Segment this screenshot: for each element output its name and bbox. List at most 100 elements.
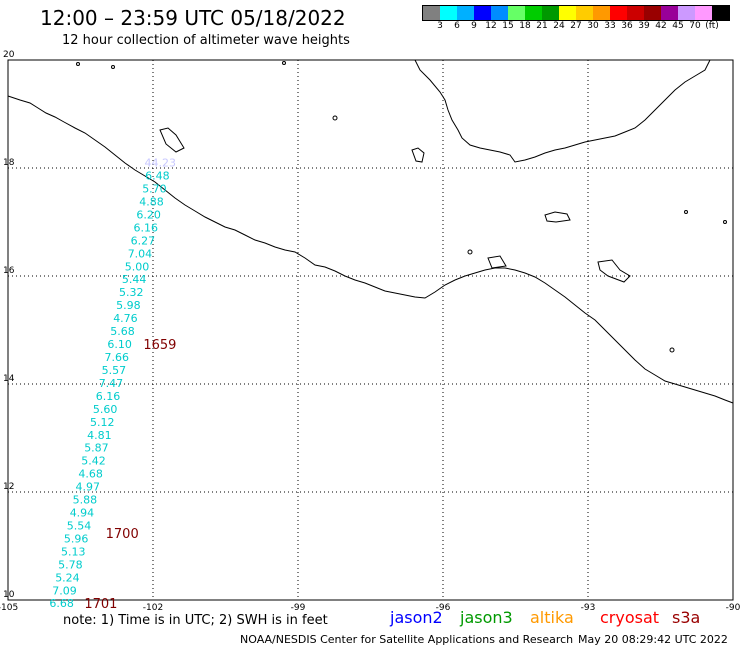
legend-jason3: jason3: [460, 608, 513, 627]
footer-note: note: 1) Time is in UTC; 2) SWH is in fe…: [63, 613, 328, 628]
wave-height-value: 5.44: [122, 273, 147, 286]
island-5: [159, 127, 185, 153]
color-scale-label: (ft): [705, 21, 719, 31]
legend-altika: altika: [530, 608, 574, 627]
islet-4: [76, 62, 80, 66]
color-swatch: [457, 6, 474, 20]
wave-height-value: 6.27: [131, 234, 156, 247]
lat-tick-label: 10: [3, 590, 15, 600]
map-title: 12:00 – 23:59 UTC 05/18/2022: [40, 6, 346, 30]
islet-7: [684, 210, 688, 214]
color-swatch: [712, 6, 729, 20]
color-scale-label: 39: [638, 21, 650, 31]
lon-tick-label: -105: [0, 603, 18, 613]
color-scale-labels: 3 6 9 12 15 18 21 24 27 30 33 36 39 42 45 70 (ft): [422, 21, 740, 33]
wave-height-value: 6.10: [107, 338, 132, 351]
color-swatch: [508, 6, 525, 20]
color-swatch: [610, 6, 627, 20]
wave-height-value: 5.88: [73, 494, 98, 507]
wave-height-value: 4.81: [87, 429, 112, 442]
color-scale-label: 70: [689, 21, 701, 31]
lon-tick-label: -90: [726, 603, 740, 613]
color-scale-label: 18: [519, 21, 531, 31]
footer-timestamp: May 20 08:29:42 UTC 2022: [578, 633, 728, 646]
lon-tick-label: -96: [436, 603, 451, 613]
coastline-gulf: [414, 59, 711, 163]
wave-height-value: 44.23: [145, 157, 177, 170]
color-scale-label: 9: [471, 21, 477, 31]
wave-height-value: 6.20: [136, 208, 161, 221]
color-swatch: [576, 6, 593, 20]
coastline-mexico-pacific: [7, 95, 734, 404]
wave-height-value: 7.04: [128, 247, 153, 260]
wave-height-value: 5.32: [119, 286, 144, 299]
wave-height-value: 5.57: [102, 364, 127, 377]
lat-tick-label: 16: [3, 266, 15, 276]
color-scale-label: 24: [553, 21, 565, 31]
wave-height-value: 4.68: [78, 468, 103, 481]
track-time-label: 1700: [106, 527, 139, 542]
islet-2: [669, 347, 675, 353]
islet-8: [282, 61, 286, 65]
color-swatch: [542, 6, 559, 20]
islet-3: [332, 115, 338, 121]
axis-tick-labels: -105 -102 -99 -96 -93 -90 10 12 14 16 18 20: [0, 50, 740, 613]
wave-height-value: 5.68: [110, 325, 135, 338]
color-scale-label: 30: [587, 21, 599, 31]
wave-height-value: 7.09: [52, 584, 77, 597]
island-3: [597, 259, 631, 283]
map-subtitle: 12 hour collection of altimeter wave hei…: [62, 33, 350, 48]
lat-tick-label: 20: [3, 50, 15, 60]
legend-cryosat: cryosat: [600, 608, 660, 627]
wave-height-value: 7.47: [99, 377, 124, 390]
color-scale-label: 36: [621, 21, 633, 31]
color-scale-label: 12: [485, 21, 497, 31]
wave-height-value: 6.68: [49, 597, 74, 610]
island-1: [411, 147, 425, 163]
wave-height-value: 6.48: [145, 170, 170, 183]
color-scale-label: 42: [655, 21, 667, 31]
wave-height-value: 5.13: [61, 545, 86, 558]
color-scale-label: 6: [454, 21, 460, 31]
track-time-label: 1659: [143, 338, 176, 353]
lon-tick-label: -93: [581, 603, 596, 613]
lat-tick-label: 18: [3, 158, 15, 168]
wave-height-value: 4.94: [70, 507, 95, 520]
satellite-track: 44.236.485.704.886.206.166.277.045.005.4…: [49, 157, 176, 613]
coastline: [7, 59, 734, 404]
island-4: [487, 255, 507, 269]
islet-5: [111, 65, 115, 69]
islet-1: [467, 249, 473, 255]
wave-height-value: 5.12: [90, 416, 115, 429]
wave-height-value: 7.66: [105, 351, 130, 364]
legend-s3a: s3a: [672, 608, 701, 627]
wave-height-value: 5.87: [84, 442, 109, 455]
color-swatch: [644, 6, 661, 20]
color-swatch: [491, 6, 508, 20]
wave-height-value: 5.78: [58, 558, 83, 571]
color-scale-label: 45: [672, 21, 684, 31]
color-swatch: [627, 6, 644, 20]
wave-height-value: 5.00: [125, 260, 150, 273]
wave-height-value: 5.96: [64, 532, 89, 545]
wave-height-value: 4.88: [139, 195, 164, 208]
color-scale-label: 27: [570, 21, 582, 31]
track-time-label: 1701: [84, 597, 117, 612]
color-scale-label: 33: [604, 21, 616, 31]
color-scale-label: 21: [536, 21, 548, 31]
color-swatch: [440, 6, 457, 20]
color-scale-label: 15: [502, 21, 514, 31]
wave-height-value: 5.98: [116, 299, 141, 312]
wave-height-value: 5.70: [142, 183, 167, 196]
color-swatch: [525, 6, 542, 20]
color-scale-bar: [422, 5, 730, 21]
lon-tick-label: -99: [291, 603, 306, 613]
map-frame: [7, 59, 734, 601]
color-scale-label: 3: [437, 21, 443, 31]
wave-height-value: 6.16: [134, 221, 159, 234]
legend-jason2: jason2: [390, 608, 443, 627]
wave-height-value: 5.24: [55, 571, 80, 584]
wave-height-value: 4.76: [113, 312, 138, 325]
footer-credit: NOAA/NESDIS Center for Satellite Applica…: [240, 633, 574, 646]
